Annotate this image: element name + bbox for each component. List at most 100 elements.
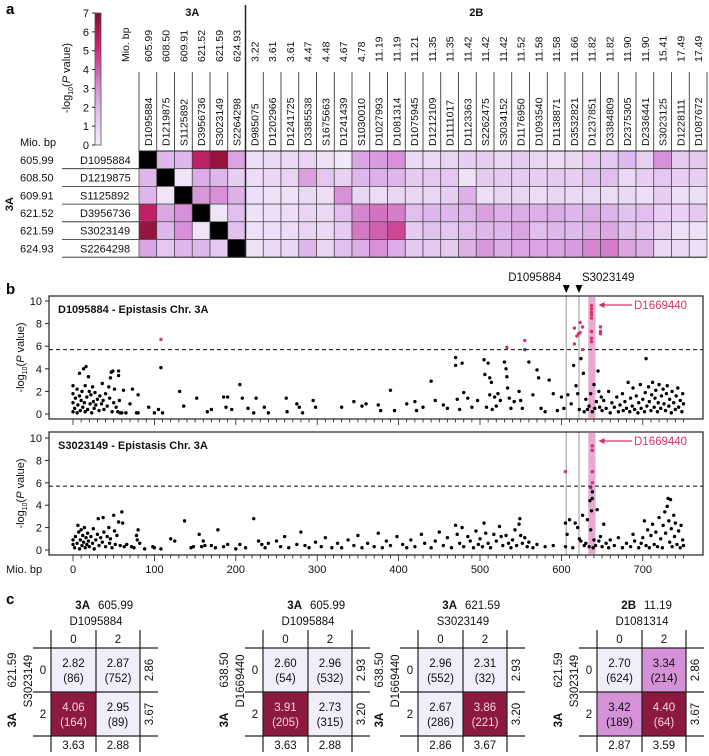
data-point [89, 393, 93, 397]
plot-title: S3023149 - Epistasis Chr. 3A [58, 440, 208, 452]
heatmap-cell [209, 150, 229, 170]
data-point [95, 532, 100, 537]
heatmap-cell [227, 239, 246, 258]
heatmap-cell [653, 221, 672, 240]
column-marker-label: S2264298 [232, 98, 244, 146]
data-point [116, 373, 121, 378]
data-point [670, 544, 674, 549]
data-point [569, 402, 573, 406]
data-point [486, 361, 490, 365]
data-point [238, 542, 242, 547]
row-marker-label: D1219875 [80, 173, 131, 185]
manhattan-panels: D1095884 - Epistasis Chr. 3A0246810-log1… [6, 272, 704, 576]
data-point [429, 546, 433, 550]
data-point [476, 542, 481, 547]
data-point [504, 367, 508, 371]
colorbar-tick-label: 6 [83, 27, 89, 39]
data-point [323, 535, 328, 540]
data-point-significant [572, 326, 577, 330]
heatmap-cell [671, 203, 690, 223]
heatmap-cell [475, 150, 495, 170]
heatmap-cell [688, 239, 708, 258]
y-tick-label: 4 [36, 364, 42, 376]
colorbar-tick-label: 2 [83, 102, 89, 114]
data-point [72, 546, 77, 550]
data-point [91, 399, 96, 404]
data-point [678, 546, 682, 550]
data-point [512, 399, 516, 404]
data-point [278, 544, 283, 549]
data-point [663, 408, 668, 413]
data-point [489, 380, 494, 385]
data-point [112, 387, 117, 391]
data-point [659, 537, 663, 541]
data-point [525, 544, 529, 549]
data-point [102, 530, 106, 534]
row-mean: 3.67 [144, 703, 156, 725]
data-point [252, 516, 256, 521]
data-point-significant [563, 469, 568, 474]
table-cell [96, 692, 140, 736]
data-point [499, 534, 503, 539]
data-point [547, 378, 551, 382]
column-bp-label: 11.42 [480, 36, 492, 62]
heatmap-cell [298, 239, 317, 258]
data-point [365, 541, 370, 545]
heatmap-cell [280, 150, 300, 170]
marker-label: D1095884 [508, 272, 562, 284]
cell-mean: 2.82 [62, 658, 84, 670]
data-point [566, 393, 570, 397]
data-point [631, 386, 635, 390]
data-point [437, 530, 441, 534]
data-point [584, 397, 588, 402]
data-point [610, 401, 614, 405]
data-point [667, 540, 672, 544]
row-mean: 3.67 [690, 703, 702, 725]
heatmap-cell [351, 221, 371, 240]
column-bp-label: 11.42 [462, 36, 474, 62]
colorbar-tick-label: 5 [83, 46, 89, 58]
data-point [597, 405, 602, 409]
heatmap-cell [440, 168, 459, 187]
data-point [462, 544, 466, 549]
heatmap-cell [138, 150, 158, 170]
data-point [517, 389, 521, 394]
data-point [680, 391, 685, 396]
heatmap-cell [245, 239, 264, 258]
data-point [656, 401, 660, 405]
data-point [98, 535, 103, 540]
cell-mean: 2.31 [474, 658, 496, 670]
heatmap-cell [422, 239, 442, 258]
heatmap-cell [600, 168, 619, 187]
data-point [102, 407, 106, 412]
data-point [643, 390, 647, 395]
row-level-label: 2 [252, 709, 258, 721]
heatmap-cell [191, 186, 211, 205]
data-point [681, 543, 686, 548]
heatmap-cell [209, 203, 229, 223]
data-point [608, 538, 612, 542]
column-marker-label: D1241439 [338, 97, 350, 146]
column-marker-label: D1241725 [285, 97, 297, 146]
data-point [606, 389, 611, 394]
y-axis-label-part: P [15, 355, 27, 363]
heatmap-cell [333, 168, 353, 187]
data-point [504, 533, 508, 538]
marker-triangle-icon [562, 285, 570, 293]
colorbar-tick-label: 0 [83, 140, 89, 152]
data-point [661, 523, 665, 528]
genotype-tables: 2.82 (86) 2.87 (752) 4.06 (164) 2.95 (89) 3A 605.… [7, 600, 704, 752]
data-point [517, 522, 521, 526]
column-marker-label: S3023149 [437, 616, 489, 628]
data-point [665, 504, 669, 509]
data-point [645, 404, 649, 408]
heatmap-cell [493, 168, 513, 187]
heatmap-cell [671, 168, 690, 187]
data-point [519, 533, 523, 538]
heatmap-cell [387, 203, 406, 223]
column-bp-label: 11.35 [445, 36, 457, 62]
x-tick-label: 0 [70, 564, 76, 576]
data-point [400, 542, 405, 547]
heatmap-cell [138, 186, 158, 205]
heatmap-cell [209, 168, 229, 187]
